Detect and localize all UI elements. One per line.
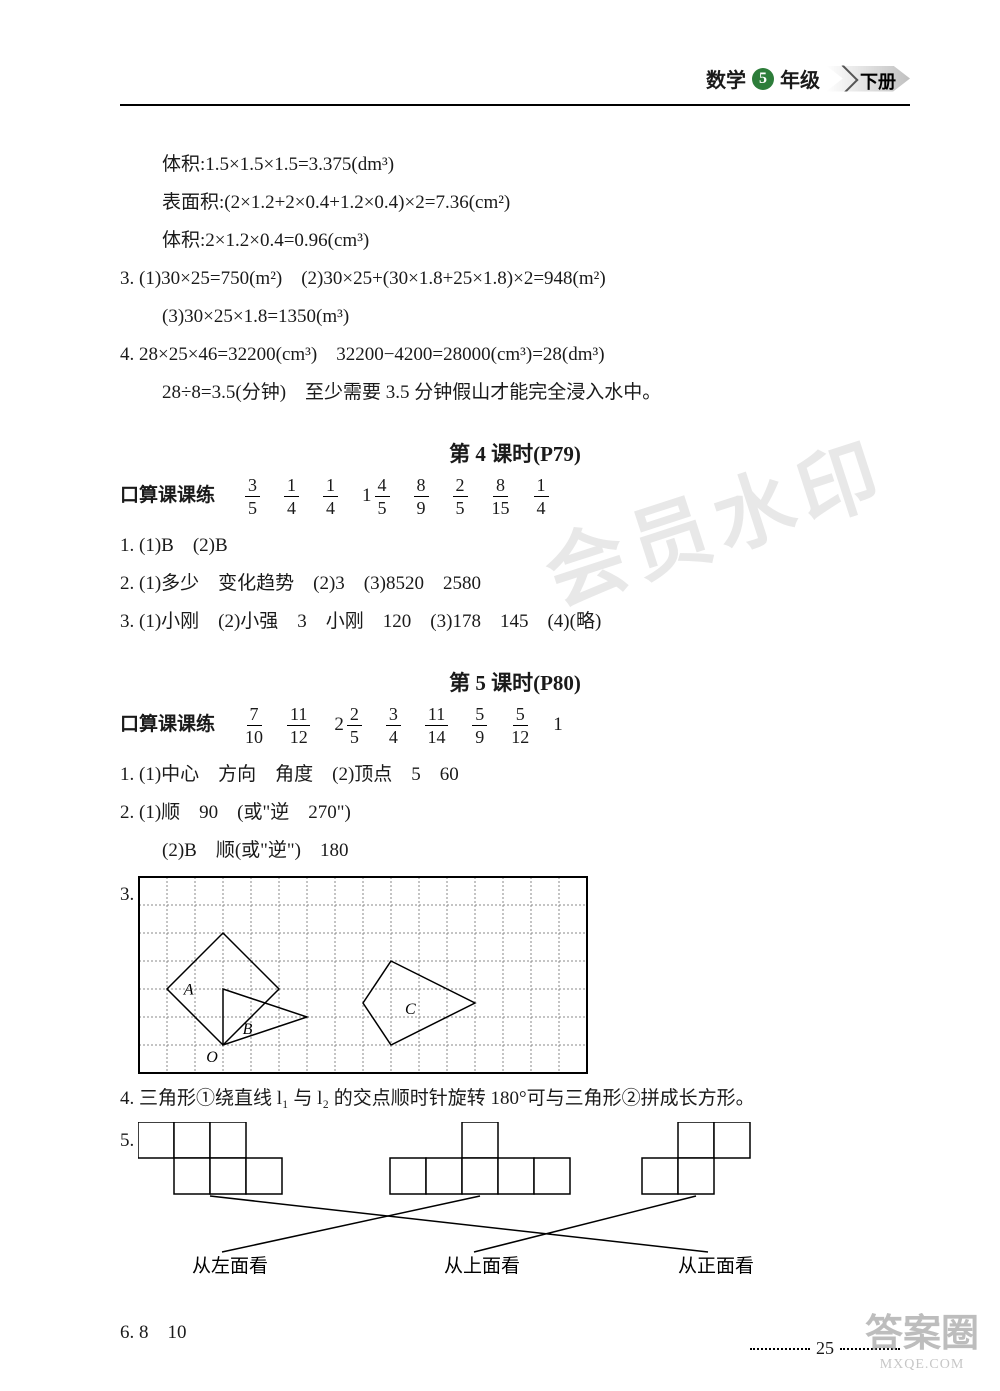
text-line: 4. 28×25×46=32200(cm³) 32200−4200=28000(… [120,336,910,374]
text-line: 28÷8=3.5(分钟) 至少需要 3.5 分钟假山才能完全浸入水中。 [120,374,910,412]
text-line: 1. (1)B (2)B [120,527,910,565]
text-line: (2)B 顺(或"逆") 180 [120,832,910,870]
svg-text:B: B [243,1021,253,1038]
text-line: 体积:2×1.2×0.4=0.96(cm³) [120,222,910,260]
text-line: (3)30×25×1.8=1350(m³) [120,298,910,336]
text-line: 2. (1)多少 变化趋势 (2)3 (3)8520 2580 [120,565,910,603]
text-line: 表面积:(2×1.2+2×0.4+1.2×0.4)×2=7.36(cm²) [120,184,910,222]
text-line: 2. (1)顺 90 (或"逆 270") [120,794,910,832]
page-content: 体积:1.5×1.5×1.5=3.375(dm³) 表面积:(2×1.2+2×0… [120,146,910,1352]
svg-text:O: O [206,1049,218,1066]
text-line: 体积:1.5×1.5×1.5=3.375(dm³) [120,146,910,184]
mental-label: 口算课课练 [120,485,215,508]
q3-grid-svg: A O B C [138,876,588,1074]
lesson5-title: 第 5 课时(P80) [120,667,910,697]
header-badge: 下册 [826,66,910,92]
svg-text:从左面看: 从左面看 [192,1255,268,1277]
q5-label: 5. [120,1130,134,1151]
text-line: 4. 三角形①绕直线 l₁ 与 l₂ 的交点顺时针旋转 180°可与三角形②拼成… [120,1080,910,1118]
svg-text:A: A [183,982,194,999]
mental-label: 口算课课练 [120,714,215,737]
text-line: 3. (1)小刚 (2)小强 3 小刚 120 (3)178 145 (4)(略… [120,603,910,641]
text-line: 1. (1)中心 方向 角度 (2)顶点 5 60 [120,756,910,794]
lesson5-mental-row: 口算课课练 7101112225341114595121 [120,705,910,746]
header-grade-num: 5 [752,68,774,90]
q5-svg: 从左面看 从上面看 从正面看 [138,1122,822,1304]
header-grade-suffix: 年级 [780,64,820,93]
q3-label: 3. [120,884,134,905]
q3-grid-wrap: 3. A O B C [120,876,910,1074]
svg-text:从正面看: 从正面看 [678,1255,754,1277]
text-line: 3. (1)30×25=750(m²) (2)30×25+(30×1.8+25×… [120,260,910,298]
svg-text:从上面看: 从上面看 [444,1255,520,1277]
header-subject: 数学 [706,64,746,93]
lesson4-mental-row: 口算课课练 351414145892581514 [120,476,910,517]
page-header: 数学 5 年级 下册 [120,60,910,106]
lesson4-title: 第 4 课时(P79) [120,438,910,468]
q5-wrap: 5. 从左面看 从上面看 从正面看 [120,1122,910,1304]
svg-text:C: C [405,1001,416,1018]
text-line: 6. 8 10 [120,1314,910,1352]
